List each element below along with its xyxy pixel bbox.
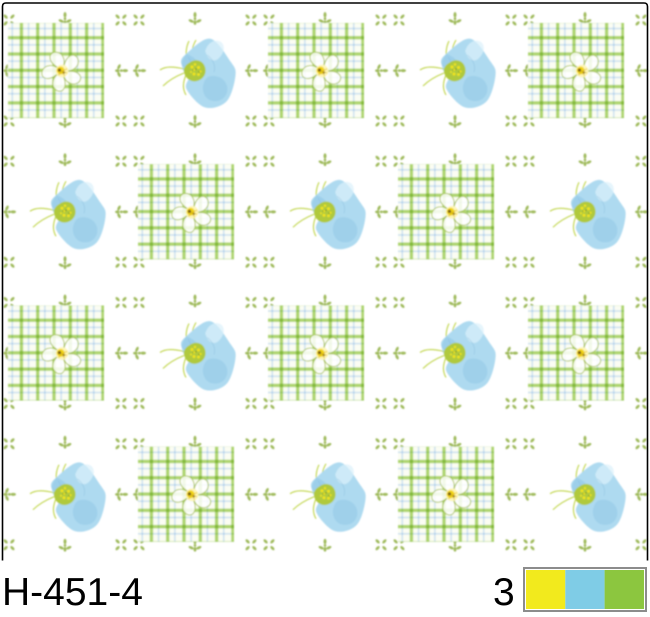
svg-text:3: 3 <box>493 571 515 614</box>
svg-text:H-451-4: H-451-4 <box>2 571 143 614</box>
